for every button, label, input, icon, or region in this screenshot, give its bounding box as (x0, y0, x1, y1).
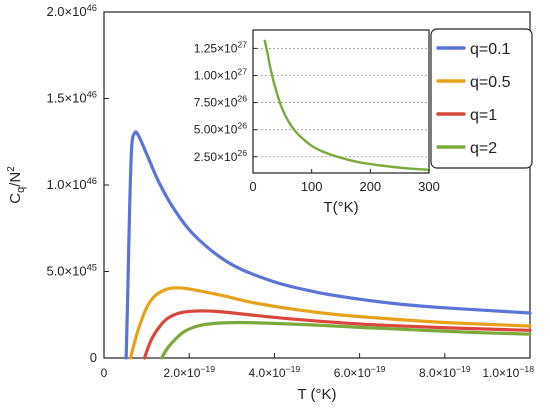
x-tick-label: 6.0×10−19 (334, 364, 386, 380)
inset-grid (253, 48, 429, 158)
main-x-ticks: 0 2.0×10−19 4.0×10−19 6.0×10−19 8.0×10−19 1.0… (101, 353, 534, 380)
x-tick-label: 0 (101, 366, 108, 380)
y-tick-label: 2.0×1046 (46, 3, 97, 19)
series-line-q-2 (159, 320, 532, 360)
x-tick-label: 2.0×10−19 (163, 364, 215, 380)
y-tick-label: 1.5×1046 (46, 90, 97, 106)
legend-label: q=0.1 (470, 41, 511, 58)
x-tick-label: 4.0×10−19 (249, 364, 301, 380)
legend-label: q=0.5 (470, 74, 511, 91)
legend-box (430, 28, 533, 169)
y-tick-label: 0 (90, 350, 97, 365)
legend-label: q=2 (470, 140, 497, 157)
legend-label: q=1 (470, 107, 497, 124)
inset-x-tick-label: 100 (301, 179, 323, 194)
y-tick-label: 1.0×1046 (46, 176, 97, 192)
inset-plot-frame (252, 29, 430, 174)
legend-items: q=0.1 q=0.5 q=1 q=2 (436, 41, 511, 157)
inset-series-line (263, 39, 431, 171)
series-line-q-0-1 (124, 130, 532, 360)
x-tick-label: 8.0×10−19 (419, 364, 471, 380)
inset-x-axis-title: T(°K) (323, 199, 358, 216)
series-line-q-1 (142, 309, 532, 360)
x-tick-label: 1.0×10−18 (482, 364, 534, 380)
y-tick-label: 5.0×1045 (46, 263, 97, 279)
main-x-axis-title: T (°K) (297, 386, 336, 403)
inset-x-ticks: 0 100 200 300 (249, 169, 440, 194)
inset-plot: 0 100 200 300 2.50×1026 5.00×1026 7.50×1026 1.… (194, 29, 440, 216)
main-series-group (124, 130, 532, 360)
inset-y-tick-label: 1.00×1027 (194, 67, 248, 83)
series-line-q-0-5 (128, 286, 532, 360)
inset-y-tick-label: 5.00×1026 (194, 121, 248, 137)
main-y-ticks: 0 5.0×1045 1.0×1046 1.5×1046 2.0×1046 (46, 3, 109, 365)
inset-x-tick-label: 200 (359, 179, 381, 194)
main-plot: 0 2.0×10−19 4.0×10−19 6.0×10−19 8.0×10−19 1.0… (6, 3, 534, 403)
inset-x-tick-label: 0 (249, 179, 256, 194)
main-y-axis-title: Cq/N2 (6, 166, 27, 204)
inset-series-group (263, 39, 431, 171)
inset-y-tick-label: 2.50×1026 (194, 148, 248, 164)
inset-y-tick-label: 7.50×1026 (194, 94, 248, 110)
inset-y-tick-label: 1.25×1027 (194, 39, 248, 55)
inset-x-tick-label: 300 (418, 179, 440, 194)
inset-y-ticks: 2.50×1026 5.00×1026 7.50×1026 1.00×1027 1.25… (194, 39, 257, 164)
legend: q=0.1 q=0.5 q=1 q=2 (430, 28, 533, 169)
